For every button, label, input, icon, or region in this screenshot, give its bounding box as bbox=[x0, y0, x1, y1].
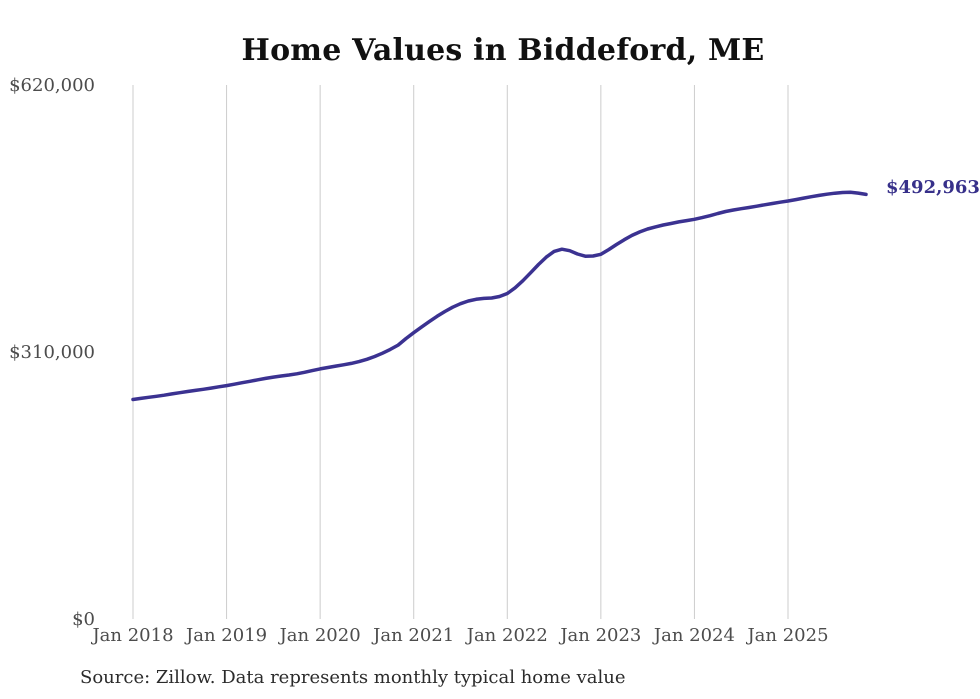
source-note: Source: Zillow. Data represents monthly … bbox=[80, 667, 626, 688]
x-tick-label: Jan 2023 bbox=[558, 625, 641, 646]
x-tick-label: Jan 2022 bbox=[465, 625, 548, 646]
chart-title: Home Values in Biddeford, ME bbox=[241, 33, 765, 68]
home-value-line bbox=[131, 190, 868, 402]
x-tick-label: Jan 2020 bbox=[278, 625, 361, 646]
y-tick-label: $0 bbox=[72, 609, 95, 630]
latest-value-label: $492,963 bbox=[886, 177, 980, 198]
y-tick-label: $310,000 bbox=[9, 342, 95, 363]
y-tick-label: $620,000 bbox=[9, 75, 95, 96]
x-tick-label: Jan 2025 bbox=[745, 625, 828, 646]
x-tick-label: Jan 2019 bbox=[184, 625, 267, 646]
x-tick-label: Jan 2021 bbox=[371, 625, 454, 646]
x-tick-label: Jan 2018 bbox=[90, 625, 173, 646]
x-tick-label: Jan 2024 bbox=[652, 625, 735, 646]
